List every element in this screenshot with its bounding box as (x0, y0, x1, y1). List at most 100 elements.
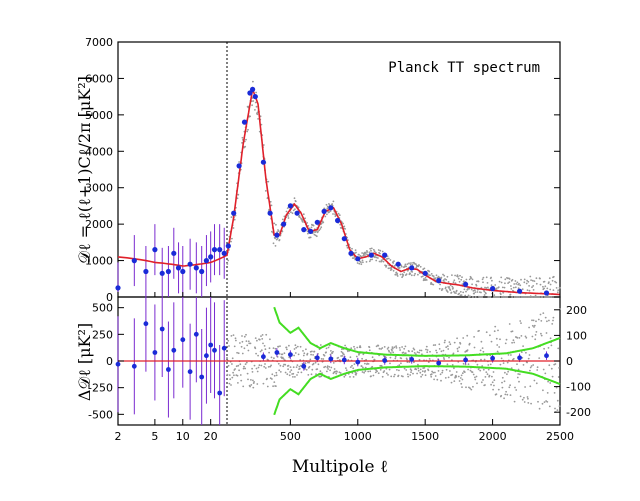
residual-unbinned-point (534, 338, 537, 341)
unbinned-point (374, 251, 377, 254)
residual-unbinned-point (461, 372, 464, 375)
unbinned-point (301, 220, 304, 223)
residual-unbinned-point (525, 351, 527, 354)
residual-unbinned-point (500, 394, 503, 397)
residual-unbinned-point (503, 397, 505, 400)
residual-unbinned-point (482, 368, 485, 371)
residual-unbinned-point (343, 375, 346, 378)
residual-unbinned-point (226, 373, 229, 376)
y-tick-label: 7000 (85, 36, 113, 49)
residual-unbinned-point (255, 367, 258, 370)
residual-unbinned-point (554, 363, 557, 365)
residual-unbinned-point (417, 369, 420, 372)
residual-unbinned-point (405, 369, 408, 371)
unbinned-point (381, 250, 384, 253)
unbinned-point (360, 263, 363, 266)
unbinned-point (389, 259, 392, 261)
residual-point (490, 355, 495, 361)
residual-unbinned-point (424, 374, 427, 377)
bottom-binned-points (115, 321, 549, 396)
residual-unbinned-point (288, 374, 291, 377)
residual-unbinned-point (233, 345, 236, 348)
residual-unbinned-point (269, 338, 271, 341)
residual-unbinned-point (529, 366, 532, 369)
unbinned-point (398, 267, 401, 269)
unbinned-point (310, 226, 313, 229)
unbinned-point (508, 281, 511, 283)
residual-unbinned-point (418, 351, 420, 354)
residual-unbinned-point (256, 370, 259, 373)
residual-unbinned-point (227, 339, 230, 342)
residual-point (212, 347, 217, 353)
residual-unbinned-point (247, 349, 250, 352)
residual-unbinned-point (428, 358, 431, 360)
residual-unbinned-point (413, 352, 416, 354)
residual-unbinned-point (364, 366, 367, 369)
residual-unbinned-point (294, 344, 297, 347)
residual-unbinned-point (522, 364, 525, 366)
residual-unbinned-point (409, 374, 412, 376)
residual-unbinned-point (242, 367, 245, 370)
residual-unbinned-point (258, 364, 261, 367)
residual-unbinned-point (360, 365, 363, 367)
residual-unbinned-point (489, 363, 492, 366)
unbinned-point (375, 259, 378, 262)
residual-unbinned-point (381, 375, 384, 378)
residual-unbinned-point (508, 323, 511, 325)
residual-unbinned-point (544, 316, 547, 319)
residual-unbinned-point (462, 362, 465, 365)
residual-unbinned-point (242, 385, 245, 388)
residual-unbinned-point (463, 371, 466, 373)
residual-unbinned-point (305, 348, 307, 351)
residual-point (217, 390, 223, 396)
residual-point (355, 359, 361, 365)
residual-unbinned-point (548, 364, 551, 367)
unbinned-point (485, 292, 487, 295)
residual-unbinned-point (506, 361, 509, 364)
residual-unbinned-point (497, 329, 499, 332)
residual-unbinned-point (243, 365, 245, 368)
unbinned-point (549, 283, 552, 286)
residual-unbinned-point (376, 370, 378, 373)
residual-unbinned-point (260, 335, 262, 337)
unbinned-point (363, 253, 365, 256)
residual-unbinned-point (476, 382, 478, 385)
residual-unbinned-point (543, 347, 545, 350)
residual-unbinned-point (236, 351, 239, 354)
residual-unbinned-point (529, 369, 531, 372)
unbinned-point (453, 279, 456, 282)
unbinned-point (346, 246, 349, 249)
residual-unbinned-point (228, 374, 231, 376)
residual-unbinned-point (394, 355, 397, 358)
unbinned-point (486, 282, 489, 284)
residual-unbinned-point (241, 335, 243, 337)
residual-unbinned-point (478, 329, 480, 332)
unbinned-point (370, 249, 372, 252)
unbinned-point (246, 130, 249, 133)
residual-unbinned-point (493, 379, 496, 381)
bottom-y-ticks-right: 200 100 0 -100 -200 (554, 304, 591, 419)
residual-unbinned-point (239, 374, 242, 376)
unbinned-point (490, 284, 493, 287)
unbinned-point (480, 286, 483, 289)
residual-unbinned-point (551, 323, 554, 325)
unbinned-point (490, 276, 492, 279)
unbinned-point (518, 296, 521, 298)
residual-unbinned-point (446, 363, 449, 366)
residual-unbinned-point (448, 356, 450, 359)
residual-unbinned-point (430, 375, 433, 378)
unbinned-point (274, 237, 276, 240)
residual-unbinned-point (253, 364, 256, 367)
unbinned-point (405, 265, 408, 268)
residual-unbinned-point (415, 368, 418, 371)
unbinned-point (460, 278, 463, 281)
unbinned-point (404, 263, 407, 266)
unbinned-point (530, 279, 532, 281)
residual-unbinned-point (533, 379, 536, 382)
residual-unbinned-point (273, 357, 275, 360)
residual-unbinned-point (349, 366, 352, 368)
unbinned-point (527, 280, 530, 283)
residual-unbinned-point (240, 345, 243, 348)
residual-unbinned-point (235, 339, 237, 342)
unbinned-point (501, 296, 503, 298)
